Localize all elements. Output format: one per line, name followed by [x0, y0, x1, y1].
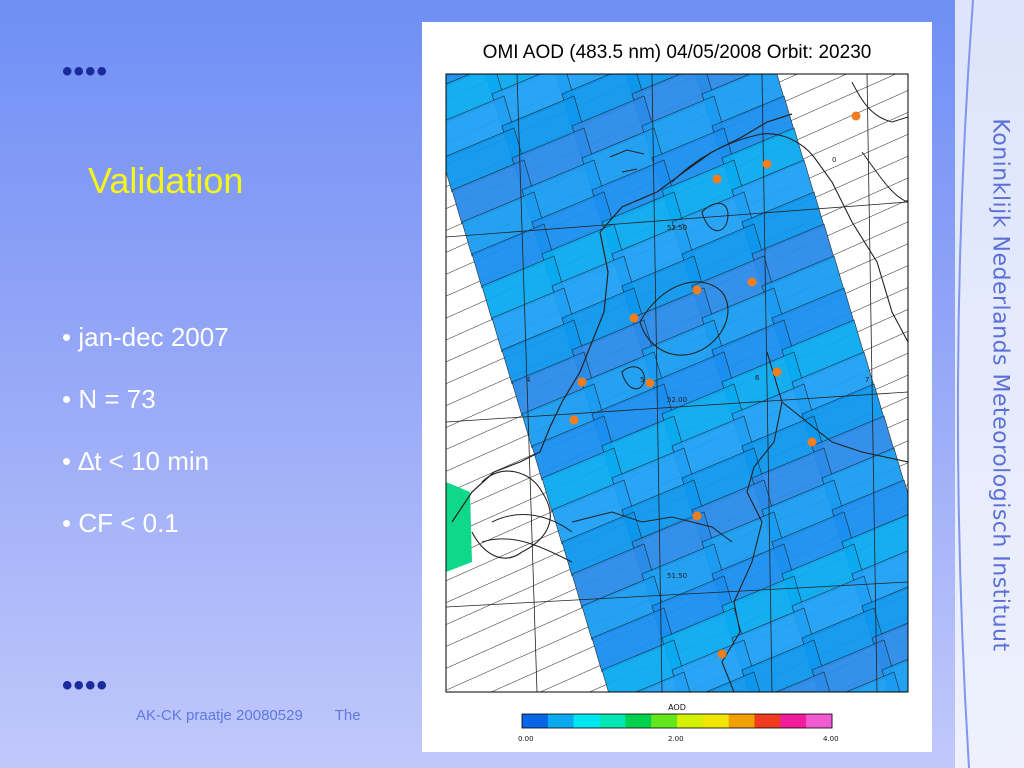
colorbar-swatch — [728, 714, 755, 728]
colorbar-swatch — [599, 714, 626, 728]
aod-colorbar — [521, 713, 833, 729]
colorbar-tick-min: 0.00 — [518, 735, 534, 743]
station-marker — [747, 277, 757, 287]
decorative-dots-bottom: •••• — [62, 669, 109, 702]
lat-label-52-00: 52.00 — [667, 396, 687, 404]
colorbar-tick-max: 4.00 — [823, 735, 839, 743]
brand-band-curve — [956, 0, 974, 768]
station-markers — [569, 111, 861, 659]
station-marker — [692, 285, 702, 295]
map-plot-border — [445, 73, 909, 693]
map-plot-area: 52.50 52.00 51.50 4 5 6 7 0 — [446, 74, 932, 752]
colorbar-swatch — [573, 714, 600, 728]
station-marker — [762, 159, 772, 169]
lon-label-5: 5 — [640, 376, 644, 384]
institute-brand-label: Koninklijk Nederlands Meteorologisch Ins… — [987, 118, 1013, 652]
coastline-borders — [451, 81, 908, 692]
station-marker — [577, 377, 587, 387]
colorbar-swatch — [806, 714, 833, 728]
aod-map-canvas: 52.50 52.00 51.50 4 5 6 7 0 AOD 0.00 2.0… — [445, 73, 932, 752]
slide-footer: AK-CK praatje 20080529 The — [136, 707, 389, 724]
swath-pixel — [832, 704, 914, 752]
colorbar-swatch — [625, 714, 652, 728]
station-marker — [712, 174, 722, 184]
bullet-sample-size: • N = 73 — [62, 384, 156, 414]
station-marker — [807, 437, 817, 447]
station-marker — [629, 313, 639, 323]
grid-labels: 52.50 52.00 51.50 4 5 6 7 0 — [526, 156, 869, 580]
lat-label-51-50: 51.50 — [667, 572, 687, 580]
lon-label-6: 6 — [755, 374, 760, 382]
bullet-time-difference: • ∆t < 10 min — [62, 446, 210, 476]
lon-label-4: 4 — [526, 376, 531, 384]
station-marker — [645, 378, 655, 388]
lon-label-7: 7 — [865, 376, 869, 384]
map-title: OMI AOD (483.5 nm) 04/05/2008 Orbit: 202… — [482, 42, 872, 63]
satellite-swath — [446, 74, 932, 752]
lat-label-52-50: 52.50 — [667, 224, 687, 232]
decorative-dots-top: •••• — [62, 55, 109, 88]
station-marker — [717, 649, 727, 659]
swath-pixel — [845, 671, 901, 692]
station-marker — [692, 511, 702, 521]
swath-pixel — [775, 671, 831, 692]
right-brand-band — [955, 0, 1024, 768]
station-marker — [772, 367, 782, 377]
colorbar-tick-mid: 2.00 — [668, 735, 684, 743]
bullet-cloud-fraction: • CF < 0.1 — [62, 508, 179, 538]
swath-pixel — [635, 671, 691, 692]
colorbar-swatch — [702, 714, 730, 728]
colorbar-label: AOD — [668, 703, 686, 712]
swath-pixel — [902, 704, 932, 752]
station-marker — [851, 111, 861, 121]
colorbar-swatch — [754, 714, 781, 728]
station-marker — [569, 415, 579, 425]
swath-pixel — [446, 482, 472, 572]
colorbar-border — [521, 713, 833, 729]
bullet-period: • jan-dec 2007 — [62, 322, 229, 352]
bullet-list: • jan-dec 2007 • N = 73 • ∆t < 10 min • … — [62, 322, 229, 570]
footer-truncated-label: The — [334, 707, 361, 724]
colorbar-swatch — [547, 714, 575, 728]
footer-presentation-label: AK-CK praatje 20080529 — [136, 707, 303, 724]
colorbar-swatch — [677, 714, 704, 728]
colorbar-swatch — [651, 714, 678, 728]
colorbar-swatch — [780, 714, 807, 728]
lon-label-0: 0 — [832, 156, 836, 164]
lat-lon-grid — [446, 74, 908, 692]
aod-map-figure: OMI AOD (483.5 nm) 04/05/2008 Orbit: 202… — [422, 22, 932, 752]
colorbar-swatch — [522, 714, 549, 728]
slide-title: Validation — [88, 160, 244, 201]
